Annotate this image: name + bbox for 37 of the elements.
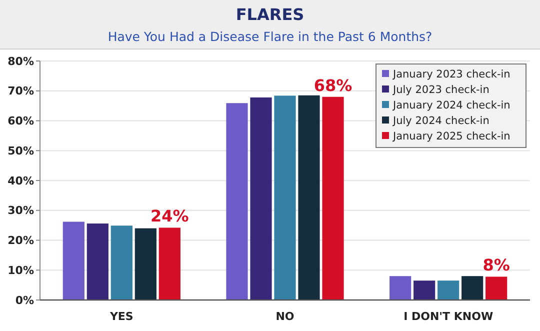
chart-subtitle: Have You Had a Disease Flare in the Past 6 Months? [108, 29, 432, 44]
y-tick-label: 10% [8, 264, 34, 277]
bar [62, 222, 84, 300]
bar [322, 96, 344, 300]
x-tick-label: I DON'T KNOW [404, 310, 494, 323]
data-label: 8% [482, 256, 510, 275]
bar [298, 95, 320, 300]
bar [250, 97, 272, 300]
y-tick-label: 80% [8, 54, 34, 68]
y-tick-label: 0% [15, 294, 34, 307]
legend-label: January 2024 check-in [392, 100, 510, 112]
bar [274, 96, 296, 300]
legend-label: July 2023 check-in [392, 84, 490, 96]
bar [134, 228, 156, 300]
bar [390, 276, 412, 300]
chart-title: FLARES [236, 5, 304, 24]
data-label: 68% [314, 76, 352, 95]
y-tick-label: 40% [8, 174, 34, 188]
bar [158, 228, 180, 300]
y-tick-label: 70% [8, 84, 34, 98]
x-tick-label: NO [276, 310, 294, 323]
y-tick-label: 20% [8, 234, 34, 248]
legend-label: January 2023 check-in [392, 68, 510, 81]
bar [110, 226, 132, 300]
y-tick-label: 50% [8, 144, 34, 158]
legend-label: January 2025 check-in [392, 130, 510, 143]
bar [414, 280, 436, 300]
bar [486, 276, 508, 300]
y-tick-label: 30% [8, 204, 34, 218]
legend-label: July 2024 check-in [392, 115, 490, 128]
bar [462, 276, 484, 300]
bar [226, 103, 248, 300]
y-tick-label: 60% [8, 114, 34, 128]
bar [86, 224, 108, 300]
x-tick-label: YES [108, 310, 134, 323]
bar [438, 280, 460, 300]
data-label: 24% [150, 206, 189, 226]
